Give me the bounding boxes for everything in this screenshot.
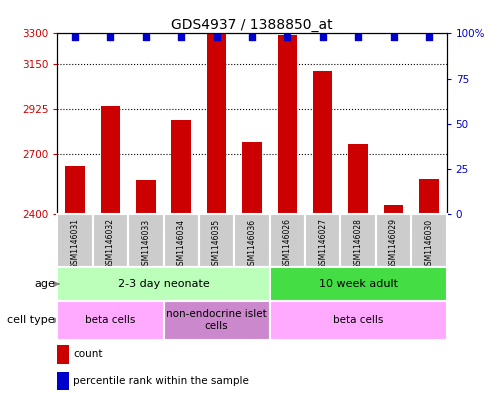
Bar <box>235 214 269 267</box>
Point <box>177 34 185 40</box>
Text: beta cells: beta cells <box>333 315 383 325</box>
Bar <box>384 205 403 393</box>
Point <box>425 34 433 40</box>
Bar <box>164 214 199 267</box>
Text: percentile rank within the sample: percentile rank within the sample <box>73 376 249 386</box>
Point <box>390 34 398 40</box>
Text: beta cells: beta cells <box>85 315 136 325</box>
Text: GSM1146028: GSM1146028 <box>354 219 363 269</box>
Bar <box>313 71 332 393</box>
Bar <box>65 166 85 393</box>
Text: 10 week adult: 10 week adult <box>319 279 398 289</box>
Point <box>142 34 150 40</box>
Bar <box>57 267 269 301</box>
Bar <box>340 214 376 267</box>
Bar <box>57 345 69 364</box>
Text: GSM1146035: GSM1146035 <box>212 219 221 270</box>
Text: GSM1146034: GSM1146034 <box>177 219 186 270</box>
Point <box>213 34 221 40</box>
Bar <box>243 142 261 393</box>
Bar <box>305 214 340 267</box>
Point <box>319 34 327 40</box>
Bar <box>348 144 368 393</box>
Point <box>71 34 79 40</box>
Bar <box>269 214 305 267</box>
Bar <box>269 301 447 340</box>
Text: 2-3 day neonate: 2-3 day neonate <box>118 279 210 289</box>
Point <box>248 34 256 40</box>
Text: non-endocrine islet
cells: non-endocrine islet cells <box>166 310 267 331</box>
Point <box>283 34 291 40</box>
Bar <box>101 106 120 393</box>
Bar <box>136 180 156 393</box>
Bar <box>57 372 69 390</box>
Point <box>354 34 362 40</box>
Bar <box>411 214 447 267</box>
Bar <box>277 35 297 393</box>
Bar <box>128 214 164 267</box>
Text: GSM1146031: GSM1146031 <box>70 219 79 270</box>
Text: age: age <box>34 279 55 289</box>
Text: GSM1146030: GSM1146030 <box>425 219 434 270</box>
Bar <box>419 179 439 393</box>
Text: GSM1146026: GSM1146026 <box>283 219 292 270</box>
Text: count: count <box>73 349 102 359</box>
Bar <box>207 35 227 393</box>
Bar <box>269 267 447 301</box>
Bar <box>57 301 164 340</box>
Bar <box>376 214 411 267</box>
Text: GSM1146032: GSM1146032 <box>106 219 115 270</box>
Title: GDS4937 / 1388850_at: GDS4937 / 1388850_at <box>171 18 333 32</box>
Bar <box>172 120 191 393</box>
Point <box>106 34 114 40</box>
Text: cell type: cell type <box>7 315 55 325</box>
Bar <box>164 301 269 340</box>
Text: GSM1146027: GSM1146027 <box>318 219 327 270</box>
Text: GSM1146029: GSM1146029 <box>389 219 398 270</box>
Bar <box>199 214 235 267</box>
Text: GSM1146033: GSM1146033 <box>141 219 150 270</box>
Bar <box>93 214 128 267</box>
Text: GSM1146036: GSM1146036 <box>248 219 256 270</box>
Bar <box>57 214 93 267</box>
